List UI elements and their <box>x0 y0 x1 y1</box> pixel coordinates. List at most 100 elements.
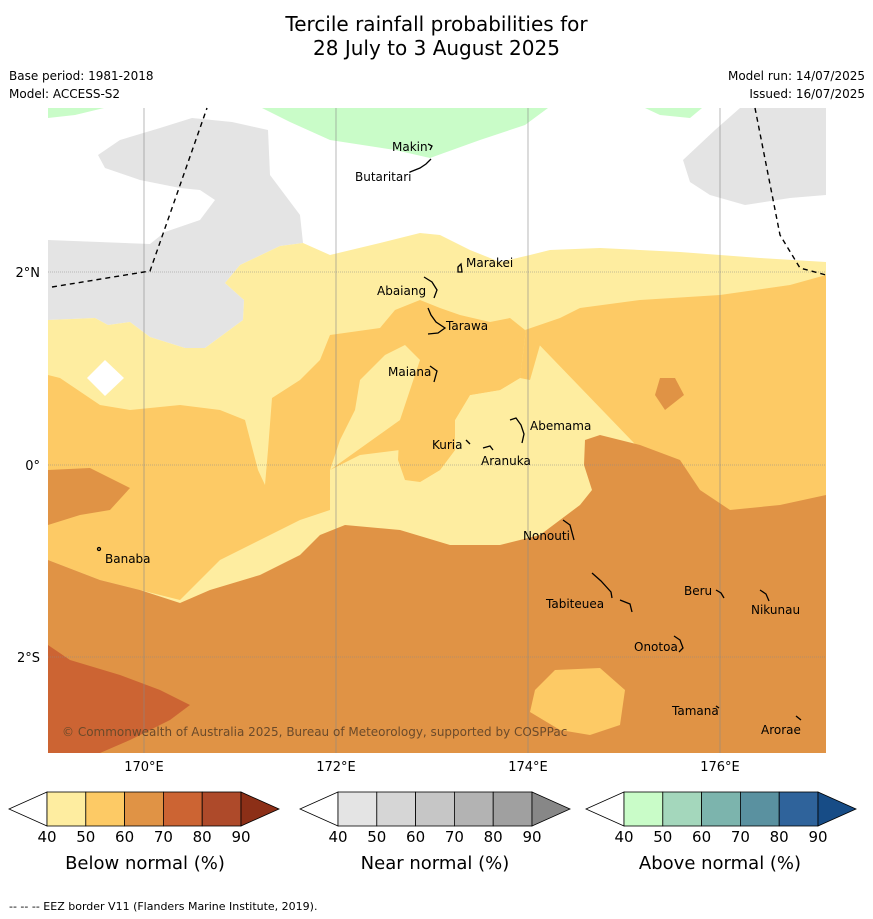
island-maiana <box>429 365 438 383</box>
axis-labels: 2°N 0° 2°S <box>16 266 41 666</box>
label-arorae: Arorae <box>761 723 801 737</box>
above-normal-zone <box>262 108 548 158</box>
above-normal-zone <box>645 108 702 118</box>
colorbar-tick: 60 <box>406 828 426 846</box>
below-normal-50-zone <box>530 668 625 735</box>
lat-tick-2s: 2°S <box>17 651 40 666</box>
colorbar-segment <box>376 791 416 827</box>
colorbar-tick: 70 <box>444 828 464 846</box>
label-tamana: Tamana <box>671 704 719 718</box>
colorbar-segment <box>740 791 780 827</box>
colorbar-above-normal <box>585 791 857 827</box>
above-normal-zone <box>48 108 104 118</box>
colorbar-tick: 60 <box>115 828 135 846</box>
colorbar-tick: 90 <box>231 828 251 846</box>
below-normal-50-zone <box>330 330 526 482</box>
island-outlines <box>96 143 802 721</box>
colorbar-segment <box>415 791 455 827</box>
colorbar-tick: 90 <box>522 828 542 846</box>
eez-footnote: -- -- -- EEZ border V11 (Flanders Marine… <box>9 900 318 913</box>
eez-border <box>51 107 827 288</box>
label-makin: Makin <box>392 140 428 154</box>
lat-tick-0: 0° <box>25 459 40 474</box>
label-marakei: Marakei <box>466 256 513 270</box>
colorbar-tick: 60 <box>692 828 712 846</box>
colorbar-max-arrow <box>817 791 857 827</box>
below-normal-70-zone <box>48 645 190 753</box>
island-aranuka <box>482 445 494 451</box>
colorbar-label-near: Near normal (%) <box>360 853 510 874</box>
label-nikunau: Nikunau <box>751 603 800 617</box>
below-normal-60-zone <box>48 468 130 525</box>
colorbar-tick: 40 <box>328 828 348 846</box>
label-nonouti: Nonouti <box>523 529 570 543</box>
label-abemama: Abemama <box>530 419 591 433</box>
colorbar-segment <box>662 791 702 827</box>
colorbar-tick: 50 <box>76 828 96 846</box>
colorbar-min-arrow <box>8 791 48 827</box>
label-banaba: Banaba <box>105 552 151 566</box>
probability-shading <box>48 108 826 753</box>
colorbar-min-arrow <box>299 791 339 827</box>
colorbar-tick: 70 <box>153 828 173 846</box>
colorbar-label-below: Below normal (%) <box>65 853 225 874</box>
colorbar-segment <box>46 791 87 827</box>
below-normal-50-zone <box>520 330 540 380</box>
island-makin <box>427 143 433 151</box>
colorbar-tick: 40 <box>37 828 57 846</box>
colorbar-segment <box>124 791 164 827</box>
colorbar-segment <box>85 791 126 827</box>
colorbar-segment <box>162 791 203 827</box>
issued-date: Issued: 16/07/2025 <box>749 87 865 101</box>
place-labels: Makin Butaritari Marakei Abaiang Tarawa … <box>105 140 801 737</box>
colorbar-max-arrow <box>531 791 571 827</box>
colorbar-tick: 50 <box>653 828 673 846</box>
label-onotoa: Onotoa <box>634 640 678 654</box>
label-maiana: Maiana <box>388 365 431 379</box>
lon-tick-176: 176°E <box>700 760 740 775</box>
island-nikunau <box>759 589 770 602</box>
island-butaritari <box>409 158 432 173</box>
colorbar-tick: 50 <box>367 828 387 846</box>
colorbar-segment <box>453 791 494 827</box>
label-kuria: Kuria <box>432 438 463 452</box>
island-tabiteuea <box>591 572 613 599</box>
map-title-line1: Tercile rainfall probabilities for <box>285 12 588 36</box>
colorbar-tick: 70 <box>730 828 750 846</box>
colorbar-tick: 80 <box>483 828 503 846</box>
no-signal-patch <box>87 360 124 396</box>
near-normal-zone <box>683 108 826 205</box>
colorbar-segment <box>492 791 533 827</box>
island-tarawa <box>427 307 447 335</box>
lat-tick-2n: 2°N <box>16 266 41 281</box>
model-name: Model: ACCESS-S2 <box>9 87 121 101</box>
colorbar-tick: 80 <box>769 828 789 846</box>
island-banaba <box>96 546 102 552</box>
colorbars <box>8 791 857 827</box>
colorbar-segment <box>778 791 819 827</box>
colorbar-min-arrow <box>585 791 625 827</box>
graticule <box>48 108 826 753</box>
lon-tick-172: 172°E <box>316 760 356 775</box>
copyright-notice: © Commonwealth of Australia 2025, Bureau… <box>62 725 567 739</box>
colorbar-near-normal <box>299 791 571 827</box>
lon-tick-174: 174°E <box>508 760 548 775</box>
island-abaiang <box>423 276 438 299</box>
label-abaiang: Abaiang <box>377 284 426 298</box>
colorbar-tick: 90 <box>808 828 828 846</box>
label-tabiteuea: Tabiteuea <box>545 597 604 611</box>
colorbar-tick: 40 <box>614 828 634 846</box>
label-butaritari: Butaritari <box>355 170 412 184</box>
island-beru <box>715 589 725 599</box>
colorbar-below-normal <box>8 791 280 827</box>
label-tarawa: Tarawa <box>445 319 488 333</box>
colorbar-tick: 80 <box>192 828 212 846</box>
base-period: Base period: 1981-2018 <box>9 69 154 83</box>
below-normal-50-zone <box>48 300 525 600</box>
colorbar-segment <box>337 791 378 827</box>
island-tabiteuea-south <box>619 599 633 613</box>
near-normal-zone <box>48 118 303 348</box>
island-marakei <box>457 262 463 273</box>
island-kuria <box>465 439 471 445</box>
rainfall-map: Makin Butaritari Marakei Abaiang Tarawa … <box>16 107 827 753</box>
